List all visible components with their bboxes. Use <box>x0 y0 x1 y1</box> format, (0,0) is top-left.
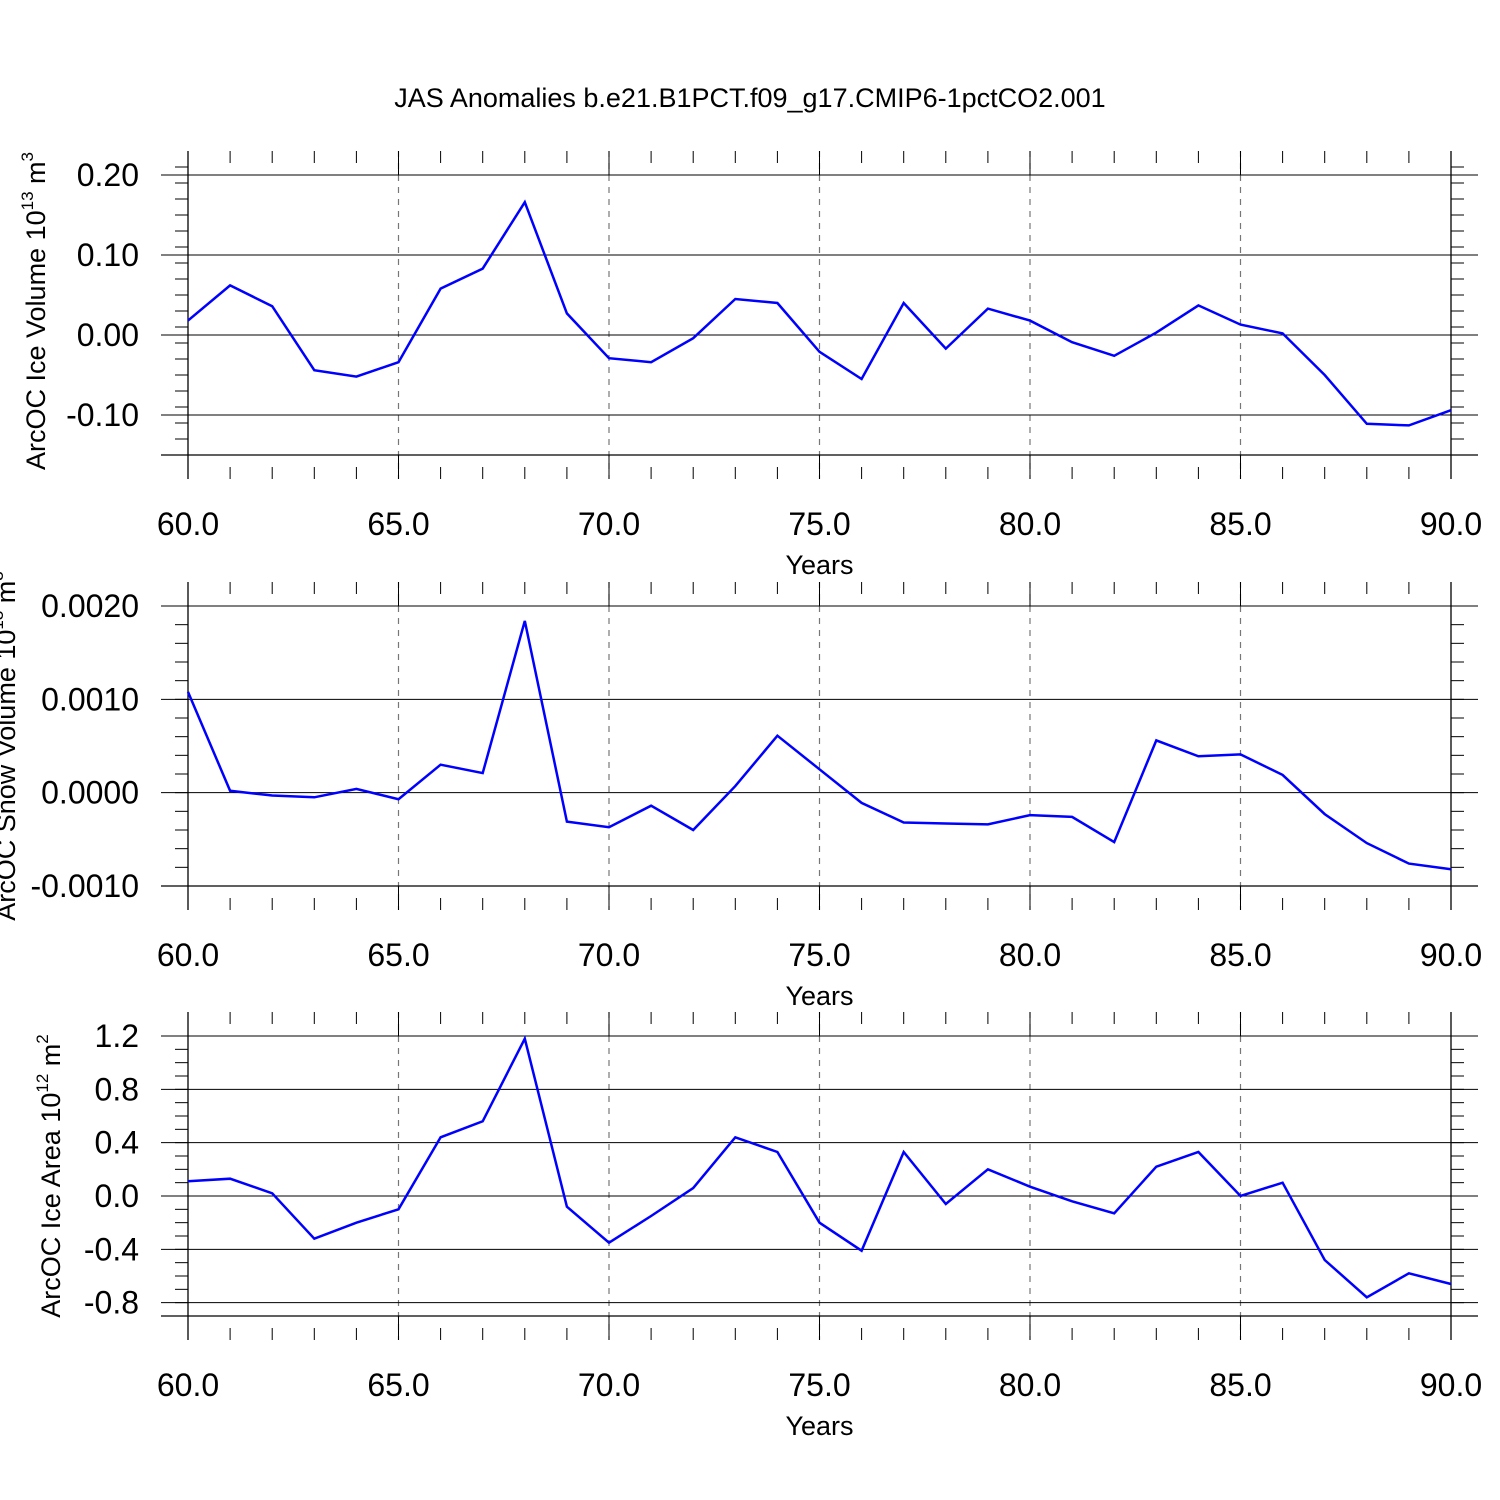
y-tick-label: 0.00 <box>77 317 139 353</box>
x-tick-label: 65.0 <box>367 506 429 542</box>
series-line <box>186 620 1452 871</box>
y-axis-label-unit-exponent: 3 <box>18 152 37 161</box>
y-axis-label-text: ArcOC Ice Volume 10 <box>21 210 51 470</box>
y-axis-label-unit: m <box>21 161 51 191</box>
x-axis-label: Years <box>785 981 853 1011</box>
y-tick-label: 1.2 <box>95 1018 139 1054</box>
x-tick-label: 60.0 <box>157 937 219 973</box>
y-axis-label: ArcOC Snow Volume 1013 m3 <box>0 571 21 921</box>
x-tick-label: 80.0 <box>999 1367 1061 1403</box>
x-tick-label: 90.0 <box>1420 506 1482 542</box>
y-tick-label: 0.8 <box>95 1071 139 1107</box>
x-tick-label: 75.0 <box>788 1367 850 1403</box>
x-tick-label: 75.0 <box>788 937 850 973</box>
panel-2: 60.0 65.0 70.0 75.0 80.0 85.0 90.0 0.0020 0.0010… <box>0 571 1482 1011</box>
x-tick-label: 60.0 <box>157 1367 219 1403</box>
panel-3: 60.0 65.0 70.0 75.0 80.0 85.0 90.0 1.2 0.8 0.4 0.0… <box>33 1012 1482 1441</box>
x-tick-label: 85.0 <box>1209 1367 1271 1403</box>
y-axis-label-text: ArcOC Ice Area 10 <box>36 1093 66 1318</box>
x-tick-label: 80.0 <box>999 506 1061 542</box>
chart-title: JAS Anomalies b.e21.B1PCT.f09_g17.CMIP6-… <box>394 83 1105 113</box>
y-tick-label: 0.4 <box>95 1125 139 1161</box>
x-tick-label: 85.0 <box>1209 506 1271 542</box>
x-tick-label: 70.0 <box>578 506 640 542</box>
x-tick-label: 85.0 <box>1209 937 1271 973</box>
x-tick-label: 70.0 <box>578 937 640 973</box>
y-axis-label-exponent: 13 <box>18 191 37 210</box>
y-axis-label-exponent: 12 <box>33 1074 52 1093</box>
x-axis-label: Years <box>785 1411 853 1441</box>
x-tick-label: 60.0 <box>157 506 219 542</box>
x-tick-label: 65.0 <box>367 937 429 973</box>
series-line <box>187 1035 1452 1299</box>
x-tick-label: 65.0 <box>367 1367 429 1403</box>
y-tick-label: -0.0010 <box>30 868 139 904</box>
x-tick-label: 90.0 <box>1420 937 1482 973</box>
x-tick-label: 80.0 <box>999 937 1061 973</box>
y-axis-label-unit-exponent: 2 <box>33 1034 52 1043</box>
y-axis-label: ArcOC Ice Area 1012 m2 <box>33 1034 66 1318</box>
panel-1: 60.0 65.0 70.0 75.0 80.0 85.0 90.0 0.20 0.10 0.00… <box>18 151 1482 580</box>
x-tick-label: 90.0 <box>1420 1367 1482 1403</box>
y-axis-label: ArcOC Ice Volume 1013 m3 <box>18 152 51 470</box>
y-tick-label: -0.10 <box>66 397 139 433</box>
x-axis-label: Years <box>785 550 853 580</box>
y-axis-label-unit: m <box>0 581 21 611</box>
y-axis-label-exponent: 13 <box>0 611 7 630</box>
y-tick-label: 0.0 <box>95 1178 139 1214</box>
y-tick-label: 0.10 <box>77 237 139 273</box>
y-tick-label: 0.0000 <box>41 775 139 811</box>
x-tick-label: 75.0 <box>788 506 850 542</box>
y-axis-label-unit: m <box>36 1044 66 1074</box>
y-tick-label: -0.4 <box>84 1231 139 1267</box>
y-tick-label: 0.0020 <box>41 588 139 624</box>
series-line <box>187 199 1452 427</box>
x-tick-label: 70.0 <box>578 1367 640 1403</box>
y-tick-label: 0.20 <box>77 157 139 193</box>
y-tick-label: -0.8 <box>84 1285 139 1321</box>
y-axis-label-text: ArcOC Snow Volume 10 <box>0 630 21 921</box>
y-axis-label-unit-exponent: 3 <box>0 571 7 580</box>
y-tick-label: 0.0010 <box>41 681 139 717</box>
